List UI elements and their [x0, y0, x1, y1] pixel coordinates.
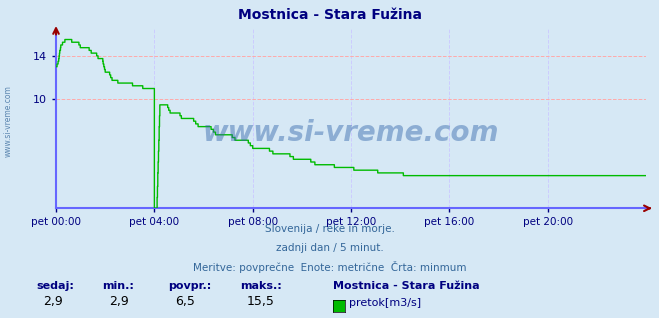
Text: Meritve: povprečne  Enote: metrične  Črta: minmum: Meritve: povprečne Enote: metrične Črta:…: [192, 261, 467, 273]
Text: pretok[m3/s]: pretok[m3/s]: [349, 299, 421, 308]
Text: zadnji dan / 5 minut.: zadnji dan / 5 minut.: [275, 243, 384, 252]
Text: Slovenija / reke in morje.: Slovenija / reke in morje.: [264, 224, 395, 234]
Text: 6,5: 6,5: [175, 295, 194, 308]
Text: 15,5: 15,5: [247, 295, 275, 308]
Text: sedaj:: sedaj:: [36, 281, 74, 291]
Text: www.si-vreme.com: www.si-vreme.com: [3, 85, 13, 157]
Text: www.si-vreme.com: www.si-vreme.com: [203, 119, 499, 147]
Text: povpr.:: povpr.:: [168, 281, 212, 291]
Text: 2,9: 2,9: [43, 295, 63, 308]
Text: 2,9: 2,9: [109, 295, 129, 308]
Text: min.:: min.:: [102, 281, 134, 291]
Text: maks.:: maks.:: [241, 281, 282, 291]
Text: Mostnica - Stara Fužina: Mostnica - Stara Fužina: [333, 281, 479, 291]
Text: Mostnica - Stara Fužina: Mostnica - Stara Fužina: [237, 8, 422, 22]
